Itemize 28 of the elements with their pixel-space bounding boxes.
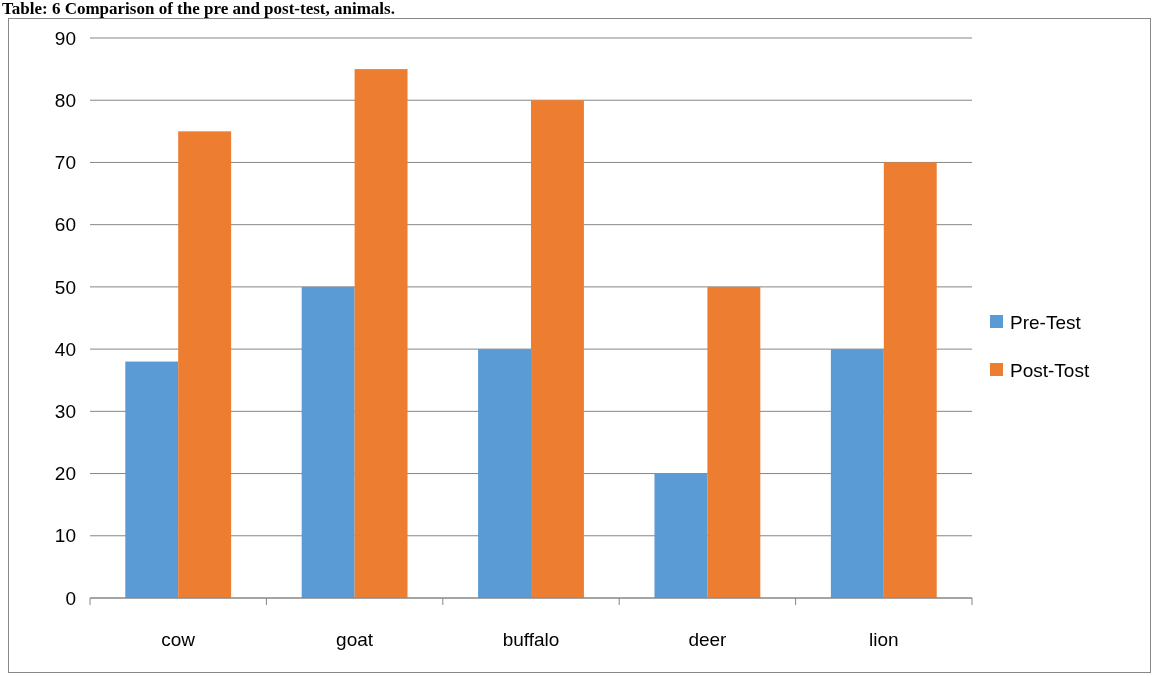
bar bbox=[178, 131, 232, 598]
x-tick-label: buffalo bbox=[502, 629, 560, 650]
y-tick-label: 0 bbox=[65, 587, 76, 609]
bar bbox=[654, 473, 708, 598]
x-tick-label: cow bbox=[161, 629, 196, 650]
y-tick-label: 90 bbox=[54, 27, 76, 49]
legend-label: Pre-Test bbox=[1010, 311, 1082, 333]
y-tick-label: 20 bbox=[54, 463, 76, 485]
y-tick-label: 40 bbox=[54, 338, 76, 360]
bar bbox=[478, 349, 531, 598]
y-tick-label: 10 bbox=[54, 525, 76, 547]
bar bbox=[354, 69, 408, 598]
y-tick-label: 70 bbox=[54, 152, 76, 174]
bar bbox=[883, 162, 937, 598]
x-tick-label: goat bbox=[336, 629, 374, 650]
bar bbox=[301, 286, 355, 598]
x-tick-label: deer bbox=[688, 629, 728, 650]
chart-title: Table: 6 Comparison of the pre and post-test, animals. bbox=[2, 0, 395, 18]
bar bbox=[707, 286, 761, 598]
bar bbox=[125, 361, 179, 598]
legend-label: Post-Tost bbox=[1010, 359, 1090, 381]
bar bbox=[531, 100, 584, 598]
y-tick-label: 60 bbox=[54, 214, 76, 236]
y-tick-label: 30 bbox=[54, 400, 76, 422]
x-tick-label: lion bbox=[869, 629, 899, 650]
y-tick-label: 80 bbox=[54, 89, 76, 111]
y-tick-label: 50 bbox=[54, 276, 76, 298]
bar bbox=[830, 349, 884, 598]
